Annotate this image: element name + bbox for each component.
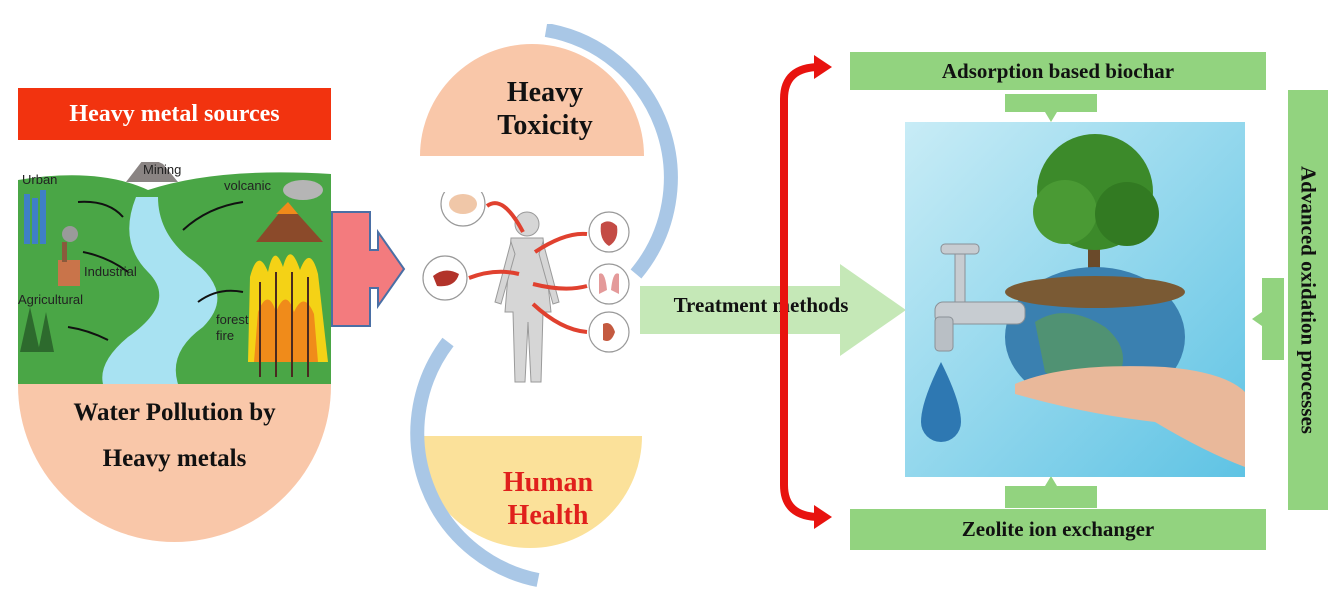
treatment-arrow-shape: [640, 264, 908, 356]
toxicity-health-cycle: [398, 23, 698, 589]
right-arrow-shape: [330, 210, 406, 328]
industrial-label: Industrial: [84, 264, 137, 279]
human-health-line1: Human: [502, 467, 594, 498]
advanced-oxidation-label: Advanced oxidation processes: [1296, 166, 1321, 434]
up-connector-arrow: [1005, 476, 1097, 510]
water-pollution-line1: Water Pollution by: [73, 399, 276, 426]
human-health-semicircle: [418, 436, 642, 548]
agricultural-label: Agricultural: [18, 292, 83, 307]
upper-blue-arc: [544, 23, 678, 279]
water-pollution-semicircle: Water Pollution by Heavy metals: [18, 384, 331, 542]
heavy-toxicity-label: Heavy Toxicity: [450, 76, 640, 142]
human-health-label: Human Health: [448, 466, 648, 532]
heavy-toxicity-semicircle: [420, 44, 644, 156]
human-health-line2: Health: [507, 500, 589, 531]
volcanic-label: volcanic: [224, 178, 271, 193]
human-body-organs-illustration: [415, 181, 643, 412]
left-connector-arrow: [1248, 278, 1288, 360]
forest-fire-label: forest fire: [216, 312, 249, 343]
water-earth-tree-photo: [905, 122, 1245, 477]
heavy-toxicity-line2: Toxicity: [497, 110, 593, 141]
heavy-toxicity-line1: Heavy: [506, 77, 584, 108]
urban-label: Urban: [22, 172, 57, 187]
pollution-sources-illustration: Mining Urban volcanic Industrial Agricul…: [18, 156, 331, 384]
faucet-icon: [934, 301, 1026, 325]
hand: [1015, 366, 1245, 467]
adsorption-biochar-box: Adsorption based biochar: [850, 52, 1266, 90]
treatment-methods-label: Treatment methods: [673, 293, 849, 317]
water-drop-icon: [921, 362, 961, 442]
zeolite-ion-exchanger-box: Zeolite ion exchanger: [850, 509, 1266, 550]
lower-blue-arc: [410, 337, 540, 587]
down-connector-arrow: [1005, 90, 1097, 124]
heavy-metal-sources-title: Heavy metal sources: [18, 88, 331, 140]
water-pollution-line2: Heavy metals: [102, 445, 247, 472]
mining-label: Mining: [143, 162, 181, 177]
red-bracket-arrows: [770, 55, 836, 535]
lungs-icon: [588, 263, 630, 305]
advanced-oxidation-box: Advanced oxidation processes: [1288, 90, 1328, 510]
